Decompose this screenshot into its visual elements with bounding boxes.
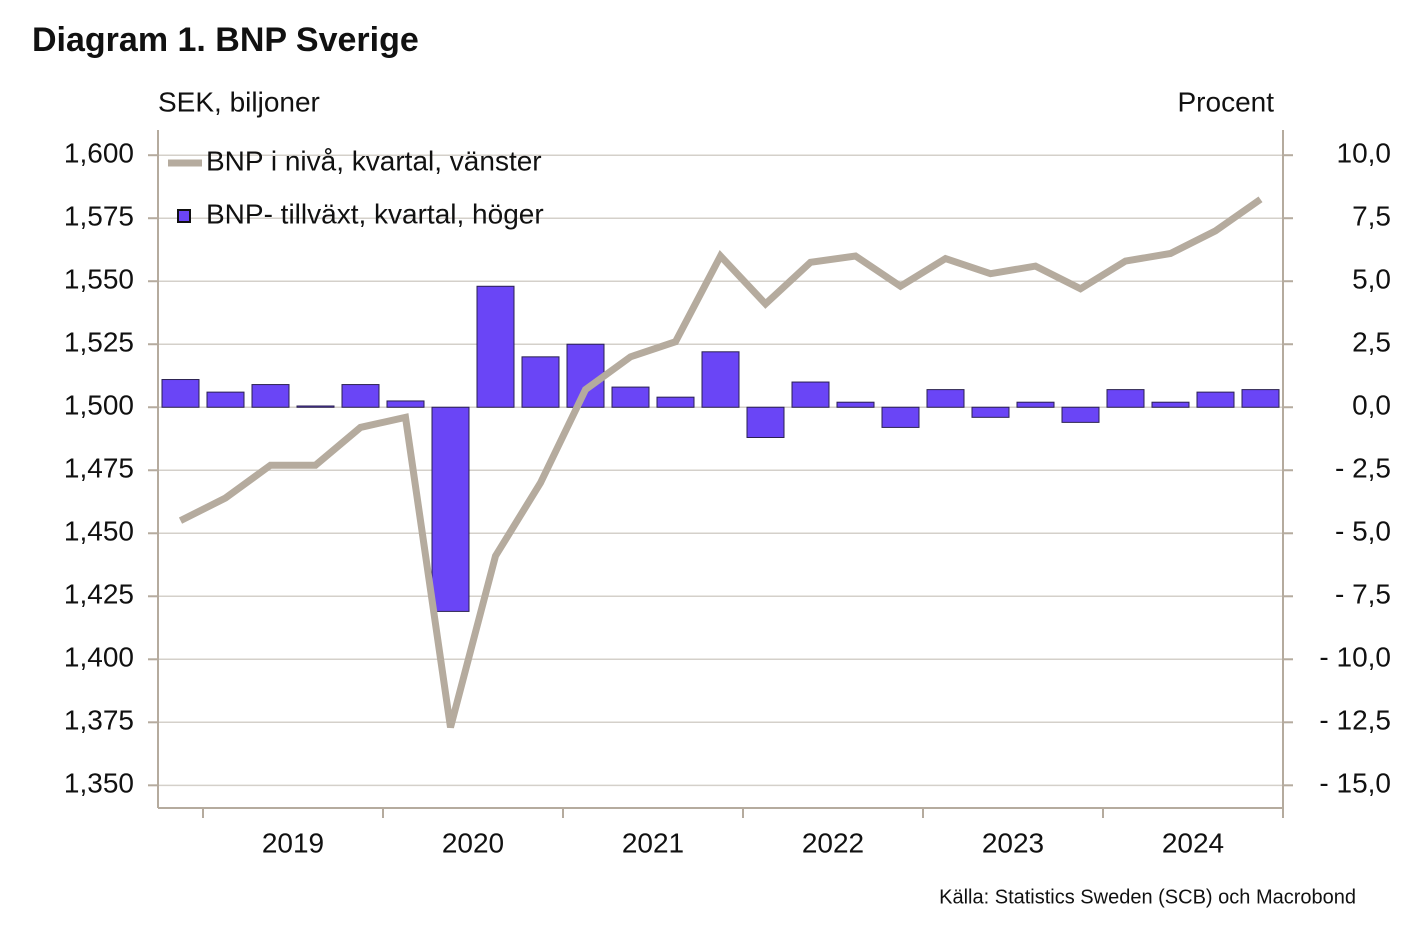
legend-label: BNP- tillväxt, kvartal, höger: [206, 198, 544, 229]
bar: [431, 406, 470, 612]
bar: [386, 400, 425, 408]
bar: [1151, 401, 1190, 408]
y2-tick-label: - 12,5: [1319, 705, 1391, 736]
y2-tick-label: - 2,5: [1335, 453, 1391, 484]
bar: [1106, 389, 1145, 408]
x-tick-label: 2023: [982, 827, 1044, 858]
y-tick-label: 1,500: [64, 390, 134, 421]
y2-tick-label: 2,5: [1352, 327, 1391, 358]
y-tick-label: 1,575: [64, 201, 134, 232]
line: [178, 196, 1263, 729]
bar: [611, 386, 650, 408]
y-tick-label: 1,450: [64, 516, 134, 547]
y2-tick-label: 7,5: [1352, 201, 1391, 232]
x-tick-label: 2020: [442, 827, 504, 858]
y-tick-label: 1,400: [64, 642, 134, 673]
bar: [341, 384, 380, 408]
y-axis-label: SEK, biljoner: [158, 86, 320, 117]
bar: [1061, 406, 1100, 423]
bar: [656, 396, 695, 408]
bar: [206, 391, 245, 408]
bar: [701, 351, 740, 408]
bar: [521, 356, 560, 408]
chart-title: Diagram 1. BNP Sverige: [32, 21, 419, 59]
x-tick-label: 2021: [622, 827, 684, 858]
x-tick-label: 2019: [262, 827, 324, 858]
legend-swatch: [177, 209, 191, 223]
y-tick-label: 1,600: [64, 138, 134, 169]
x-tick-label: 2022: [802, 827, 864, 858]
bar: [1016, 401, 1055, 408]
bar: [1196, 391, 1235, 408]
y-tick-label: 1,350: [64, 768, 134, 799]
y2-axis-label: Procent: [1178, 86, 1275, 117]
bar: [791, 381, 830, 408]
y-tick-label: 1,375: [64, 705, 134, 736]
bar: [566, 343, 605, 408]
legend-label: BNP i nivå, kvartal, vänster: [206, 145, 542, 176]
y-tick-label: 1,475: [64, 453, 134, 484]
y2-tick-label: - 7,5: [1335, 579, 1391, 610]
y-tick-label: 1,425: [64, 579, 134, 610]
y-tick-label: 1,525: [64, 327, 134, 358]
bar: [251, 384, 290, 408]
y2-tick-label: - 15,0: [1319, 768, 1391, 799]
y2-tick-label: - 10,0: [1319, 642, 1391, 673]
y2-tick-label: - 5,0: [1335, 516, 1391, 547]
bar: [161, 379, 200, 408]
bar: [476, 285, 515, 408]
bar: [971, 406, 1010, 418]
y2-tick-label: 10,0: [1337, 138, 1392, 169]
y2-tick-label: 0,0: [1352, 390, 1391, 421]
bar: [1241, 389, 1280, 408]
bar: [926, 389, 965, 408]
bar: [881, 406, 920, 428]
x-tick-label: 2024: [1162, 827, 1224, 858]
bar: [836, 401, 875, 408]
y2-tick-label: 5,0: [1352, 264, 1391, 295]
source: Källa: Statistics Sweden (SCB) och Macro…: [939, 886, 1356, 908]
y-tick-label: 1,550: [64, 264, 134, 295]
bar: [746, 406, 785, 438]
bar: [296, 405, 335, 408]
